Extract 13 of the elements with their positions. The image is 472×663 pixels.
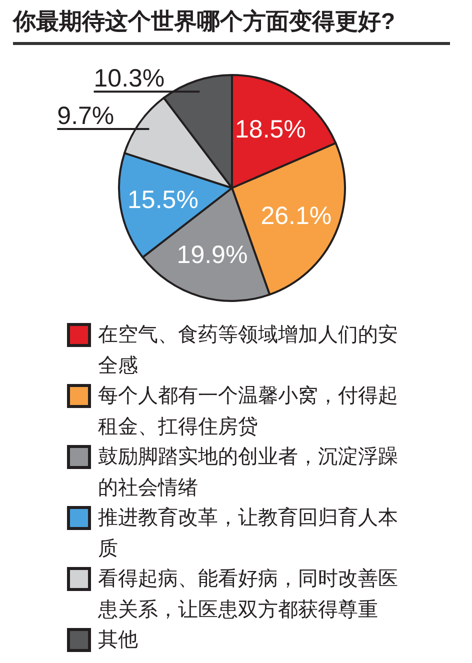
legend-label: 在空气、食药等领域增加人们的安全感 [98,323,399,378]
data-label: 18.5% [235,115,306,144]
legend-label: 每个人都有一个温馨小窝，付得起租金、扛得住房贷 [98,384,399,440]
data-label: 19.9% [176,241,248,270]
legend-label: 推进教育改革，让教育回归育人本质 [98,506,399,562]
data-label: 15.5% [128,186,198,214]
chart-title: 你最期待这个世界哪个方面变得更好? [13,7,396,36]
data-label: 9.7% [57,102,114,130]
data-label: 26.1% [260,202,332,230]
legend-label: 其他 [98,628,139,653]
legend-label: 鼓励脚踏实地的创业者，沉淀浮躁的社会情绪 [98,445,399,500]
data-label: 10.3% [94,64,165,93]
legend-label: 看得起病、能看好病，同时改善医患关系，让医患双方都获得尊重 [98,567,399,622]
